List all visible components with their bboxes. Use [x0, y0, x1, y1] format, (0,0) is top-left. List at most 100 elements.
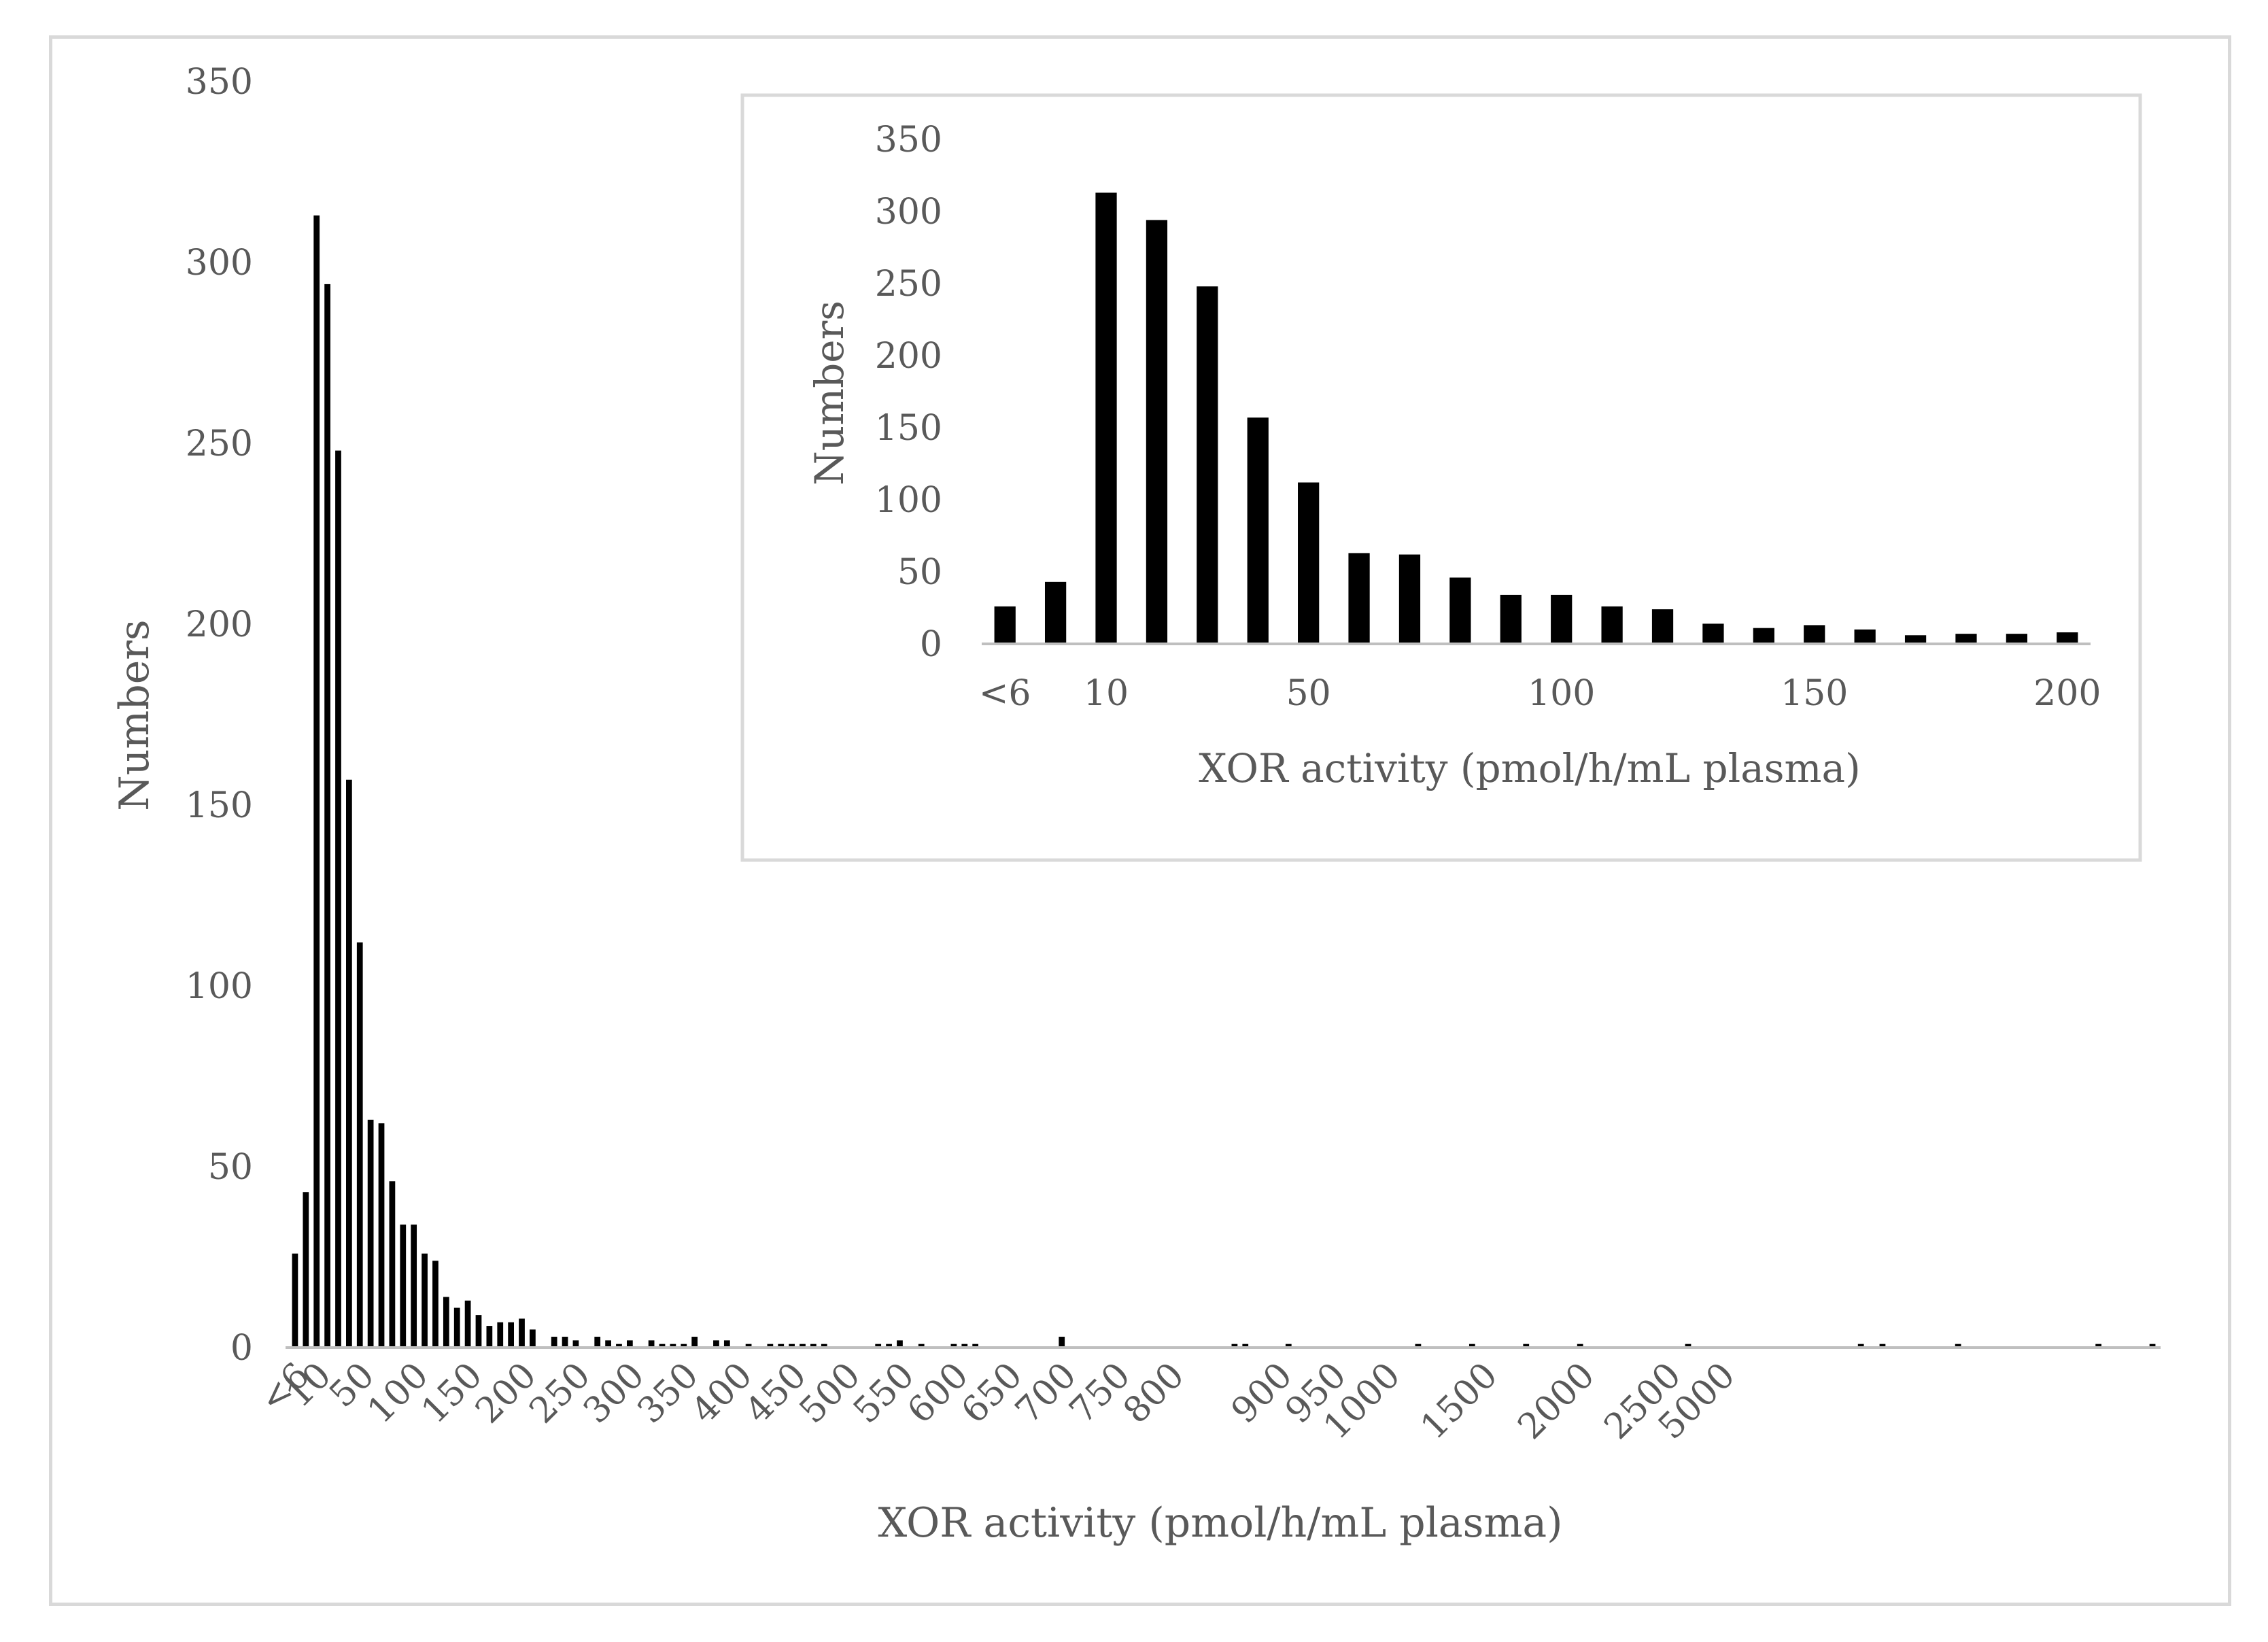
inset-bar: [1500, 594, 1522, 644]
main-bar: [519, 1318, 525, 1348]
main-x-tick-label: 800: [1116, 1355, 1192, 1432]
main-bar: [324, 284, 330, 1348]
inset-y-tick-labels: 0 50 100 150 200 250 300 350: [875, 120, 942, 665]
main-bar: [810, 1344, 817, 1348]
inset-y-axis-label: Numbers: [806, 301, 853, 485]
main-bar: [346, 779, 352, 1348]
inset-bar: [1449, 577, 1471, 644]
main-bar: [508, 1322, 514, 1348]
main-bar: [1231, 1344, 1238, 1348]
main-bar: [605, 1340, 611, 1348]
inset-y-tick-label: 350: [875, 120, 942, 160]
inset-x-tick-label: 50: [1286, 673, 1331, 714]
main-bar: [335, 450, 341, 1348]
main-bar: [691, 1337, 698, 1348]
main-bar: [950, 1344, 957, 1348]
inset-y-tick-label: 50: [897, 552, 942, 593]
main-bar: [1059, 1337, 1065, 1348]
main-bar: [292, 1253, 298, 1348]
inset-x-tick-label: 200: [2033, 673, 2101, 714]
main-bar: [789, 1344, 795, 1348]
main-bar: [723, 1340, 730, 1348]
main-bar: [1577, 1344, 1583, 1348]
main-bar: [486, 1326, 493, 1348]
main-y-tick-label: 0: [230, 1328, 253, 1369]
main-bar: [356, 942, 363, 1348]
main-bar: [886, 1344, 892, 1348]
main-bar: [422, 1253, 428, 1348]
inset-bar: [2057, 632, 2078, 644]
main-bar: [972, 1344, 979, 1348]
inset-y-tick-label: 0: [920, 624, 942, 665]
main-bar: [594, 1337, 601, 1348]
main-bar: [411, 1225, 417, 1348]
inset-frame: [740, 93, 2142, 862]
main-y-tick-label: 250: [186, 424, 253, 464]
main-bar: [400, 1225, 407, 1348]
main-bar: [778, 1344, 785, 1348]
inset-bar: [1804, 625, 1825, 644]
main-x-axis-label: XOR activity (pmol/h/mL plasma): [878, 1499, 1562, 1547]
inset-bars: [994, 192, 2078, 645]
main-bar: [616, 1344, 622, 1348]
inset-bar: [1702, 623, 1724, 644]
main-bar: [530, 1329, 536, 1348]
main-bar: [1857, 1344, 1864, 1348]
main-bar: [897, 1340, 903, 1348]
main-bar: [1242, 1344, 1249, 1348]
main-bar: [1285, 1344, 1292, 1348]
main-bar: [475, 1315, 482, 1348]
main-bar: [562, 1337, 568, 1348]
inset-bar: [1904, 635, 1927, 644]
main-bar: [670, 1344, 676, 1348]
main-bar: [1879, 1344, 1886, 1348]
inset-bar: [1398, 554, 1421, 644]
main-bar: [1685, 1344, 1691, 1348]
inset-bar: [1146, 220, 1168, 645]
main-bar: [572, 1340, 579, 1348]
inset-bar: [1348, 553, 1370, 644]
main-bar: [821, 1344, 827, 1348]
main-x-tick-label: 2000: [1510, 1355, 1602, 1448]
main-bar: [378, 1123, 385, 1348]
main-bar: [800, 1344, 806, 1348]
main-bar: [1415, 1344, 1422, 1348]
main-bar: [497, 1322, 504, 1348]
inset-bar: [1601, 606, 1623, 644]
main-bar: [464, 1300, 471, 1348]
main-bar: [432, 1261, 439, 1348]
inset-bar: [2006, 634, 2028, 644]
inset-y-tick-label: 250: [875, 264, 942, 305]
main-y-tick-label: 200: [186, 604, 253, 645]
main-bar: [1523, 1344, 1530, 1348]
inset-bar: [1651, 609, 1674, 644]
main-bar: [303, 1192, 309, 1348]
main-bar: [2149, 1344, 2156, 1348]
main-bar: [453, 1307, 460, 1348]
main-y-tick-labels: 0 50 100 150 200 250 300 350: [186, 62, 253, 1369]
inset-bar: [1197, 286, 1218, 644]
main-bar: [875, 1344, 882, 1348]
main-bar: [659, 1344, 666, 1348]
main-bar: [313, 215, 320, 1348]
inset-bar: [1095, 192, 1117, 644]
main-bar: [443, 1297, 449, 1348]
main-x-tick-labels: <610501001502002503003504004505005506006…: [252, 1355, 1743, 1448]
inset-y-tick-label: 200: [875, 336, 942, 377]
main-y-tick-label: 150: [186, 785, 253, 826]
chart-frame: [49, 35, 2231, 1606]
inset-bar: [994, 606, 1016, 644]
main-bar: [713, 1340, 719, 1348]
inset-bar: [1551, 594, 1573, 644]
inset-y-tick-label: 300: [875, 192, 942, 233]
main-bar: [681, 1344, 687, 1348]
inset-x-axis-label: XOR activity (pmol/h/mL plasma): [1199, 745, 1861, 791]
main-bar: [626, 1340, 633, 1348]
inset-bar: [1955, 634, 1977, 644]
inset-x-tick-label: 10: [1084, 673, 1129, 714]
main-bar: [1468, 1344, 1475, 1348]
main-bar: [551, 1337, 557, 1348]
main-bar: [918, 1344, 925, 1348]
inset-bar: [1854, 629, 1876, 644]
